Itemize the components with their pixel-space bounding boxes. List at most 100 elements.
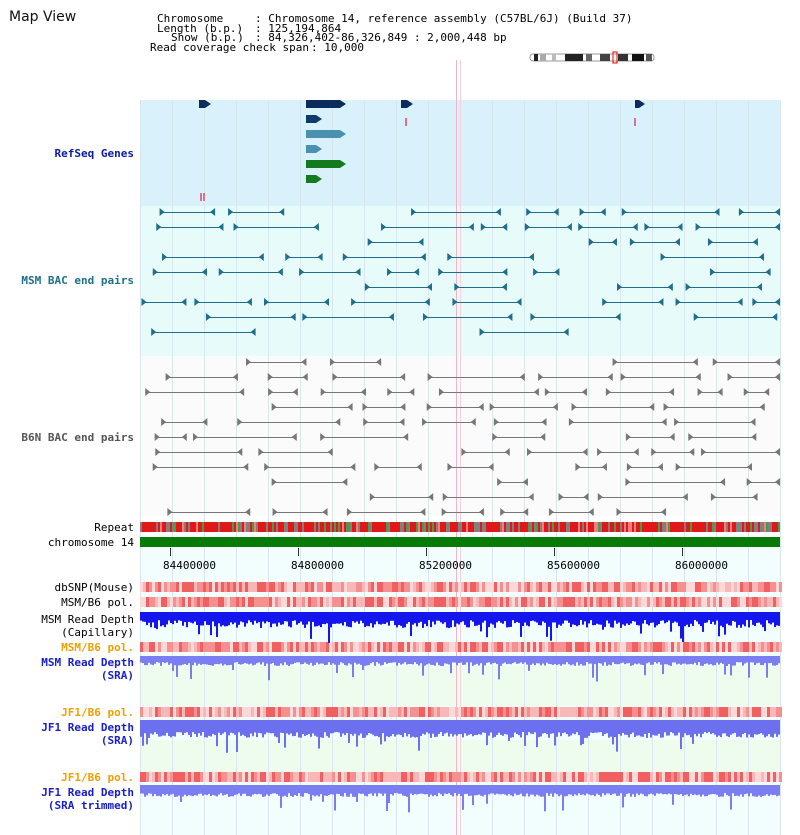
read-depth-bar: [230, 720, 232, 733]
polymorphism-heat-cell: [725, 772, 728, 782]
read-depth-bar: [452, 720, 454, 737]
polymorphism-heat-cell: [203, 707, 206, 717]
read-depth-bar: [594, 656, 596, 665]
repeat-bar: [296, 522, 298, 532]
polymorphism-heat-cell: [755, 707, 758, 717]
bac-end-marker: [409, 388, 415, 396]
polymorphism-heat-cell: [743, 707, 746, 717]
repeat-bar: [594, 522, 596, 532]
bac-end-marker: [692, 358, 698, 366]
bac-end-marker: [675, 463, 681, 471]
polymorphism-heat-cell: [218, 642, 221, 652]
read-depth-bar: [344, 612, 346, 622]
polymorphism-heat-cell: [494, 597, 497, 607]
read-depth-bar: [352, 720, 354, 736]
bac-end-marker: [264, 298, 270, 306]
track-label-jf1-read-depth-trimmed[interactable]: JF1 Read Depth: [41, 786, 134, 799]
read-depth-bar: [754, 612, 756, 626]
track-label-b6n-bac[interactable]: B6N BAC end pairs: [21, 431, 134, 444]
read-depth-bar: [714, 785, 716, 795]
bac-end-marker: [602, 298, 608, 306]
read-depth-bar: [606, 656, 608, 666]
polymorphism-heat-cell: [404, 582, 407, 592]
track-label-msm-b6-pol[interactable]: MSM/B6 pol.: [61, 596, 134, 609]
polymorphism-heat-cell: [311, 707, 314, 717]
polymorphism-heat-cell: [728, 707, 731, 717]
repeat-bar: [530, 522, 532, 532]
polymorphism-heat-cell: [317, 707, 320, 717]
repeat-bar: [300, 522, 302, 532]
polymorphism-heat-cell: [677, 582, 680, 592]
repeat-bar: [504, 522, 506, 532]
read-depth-bar: [462, 656, 464, 665]
polymorphism-heat-cell: [398, 582, 401, 592]
read-depth-bar: [340, 720, 342, 737]
polymorphism-heat-cell: [695, 597, 698, 607]
bac-end-marker: [657, 463, 663, 471]
read-depth-bar: [338, 785, 340, 795]
polymorphism-heat-cell: [626, 642, 629, 652]
read-depth-bar: [248, 612, 250, 621]
track-label-msm-bac[interactable]: MSM BAC end pairs: [21, 274, 134, 287]
polymorphism-heat-cell: [323, 772, 326, 782]
read-depth-bar: [682, 785, 684, 796]
polymorphism-heat-cell: [260, 582, 263, 592]
polymorphism-heat-cell: [281, 772, 284, 782]
bac-end-marker: [516, 298, 522, 306]
bac-end-marker: [202, 268, 208, 276]
repeat-bar: [582, 522, 584, 532]
polymorphism-heat-cell: [254, 642, 257, 652]
polymorphism-heat-cell: [590, 597, 593, 607]
read-depth-bar: [700, 612, 702, 627]
bac-end-marker: [426, 403, 432, 411]
track-label-msm-read-depth-sra[interactable]: MSM Read Depth: [41, 656, 134, 669]
polymorphism-heat-cell: [485, 597, 488, 607]
read-depth-bar: [568, 785, 570, 795]
track-label-msm-b6-pol-sra[interactable]: MSM/B6 pol.: [61, 641, 134, 654]
repeat-bar: [646, 522, 648, 532]
polymorphism-heat-cell: [569, 707, 572, 717]
read-depth-bar: [594, 720, 596, 733]
read-depth-bar: [442, 612, 444, 624]
polymorphism-heat-cell: [374, 642, 377, 652]
polymorphism-heat-cell: [371, 772, 374, 782]
track-label-chromosome[interactable]: chromosome 14: [47, 536, 134, 549]
track-label-jf1-b6-pol-trimmed[interactable]: JF1/B6 pol.: [61, 771, 134, 784]
read-depth-bar: [590, 785, 592, 796]
read-depth-bar: [156, 656, 158, 663]
polymorphism-heat-cell: [146, 582, 149, 592]
polymorphism-heat-cell: [428, 642, 431, 652]
repeat-bar: [734, 522, 736, 532]
read-depth-bar: [668, 612, 670, 621]
polymorphism-heat-cell: [212, 772, 215, 782]
read-depth-bar: [194, 785, 196, 796]
read-depth-bar: [566, 785, 568, 797]
read-depth-bar: [264, 720, 266, 735]
polymorphism-heat-cell: [251, 772, 254, 782]
bac-end-marker: [264, 463, 270, 471]
polymorphism-heat-cell: [245, 707, 248, 717]
track-label-jf1-read-depth-sra[interactable]: JF1 Read Depth: [41, 721, 134, 734]
repeat-bar: [662, 522, 664, 532]
read-depth-bar: [288, 785, 290, 794]
polymorphism-heat-cell: [407, 597, 410, 607]
read-depth-bar: [240, 612, 242, 622]
refseq-gene-arrow: [316, 115, 322, 123]
polymorphism-heat-cell: [671, 707, 674, 717]
bac-end-marker: [612, 358, 618, 366]
track-label-refseq-genes[interactable]: RefSeq Genes: [54, 147, 134, 160]
track-label-repeat[interactable]: Repeat: [94, 521, 134, 534]
polymorphism-heat-cell: [203, 642, 206, 652]
track-label-dbsnp[interactable]: dbSNP(Mouse): [54, 581, 134, 594]
polymorphism-heat-cell: [308, 597, 311, 607]
track-label-jf1-b6-pol[interactable]: JF1/B6 pol.: [61, 706, 134, 719]
read-depth-bar: [144, 612, 146, 622]
polymorphism-heat-cell: [248, 597, 251, 607]
read-depth-bar: [450, 612, 452, 628]
read-depth-bar: [640, 656, 642, 665]
polymorphism-heat-cell: [359, 772, 362, 782]
track-label-msm-read-depth-capillary[interactable]: MSM Read Depth: [41, 613, 134, 626]
polymorphism-heat-cell: [638, 772, 641, 782]
polymorphism-heat-cell: [710, 772, 713, 782]
